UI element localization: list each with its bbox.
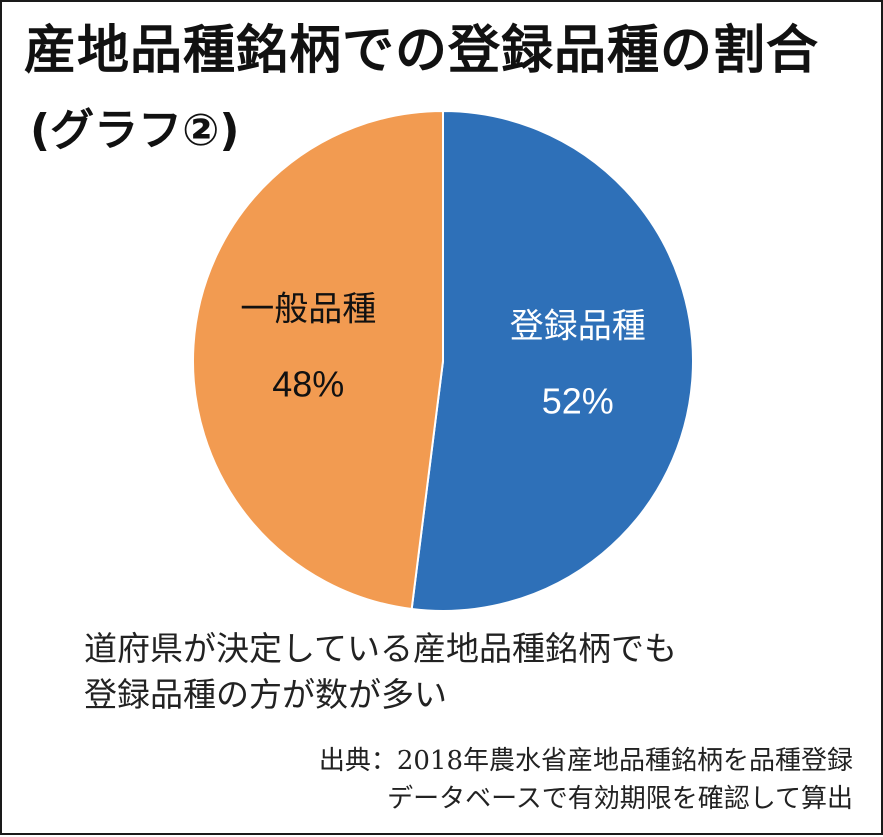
source-line-1: 出典：2018年農水省産地品種銘柄を品種登録: [318, 746, 853, 776]
pie-slice-registered: [410, 109, 694, 612]
slice-value-label: 48%: [272, 364, 344, 405]
source-note: 出典：2018年農水省産地品種銘柄を品種登録 データベースで有効期限を確認して算…: [319, 742, 853, 818]
pie-slice-general: [192, 109, 444, 611]
caption-line-1: 道府県が決定している産地品種銘柄でも: [84, 629, 678, 668]
chart-title: 産地品種銘柄での登録品種の割合: [24, 21, 820, 81]
source-line-2: データベースで有効期限を確認して算出: [387, 784, 853, 814]
chart-caption: 道府県が決定している産地品種銘柄でも 登録品種の方が数が多い: [84, 626, 677, 718]
slice-value-label: 52%: [542, 380, 614, 421]
caption-line-2: 登録品種の方が数が多い: [84, 675, 447, 714]
slice-label: 一般品種: [240, 290, 376, 330]
slice-label: 登録品種: [510, 306, 646, 346]
chart-subtitle: (グラフ②): [30, 105, 240, 156]
